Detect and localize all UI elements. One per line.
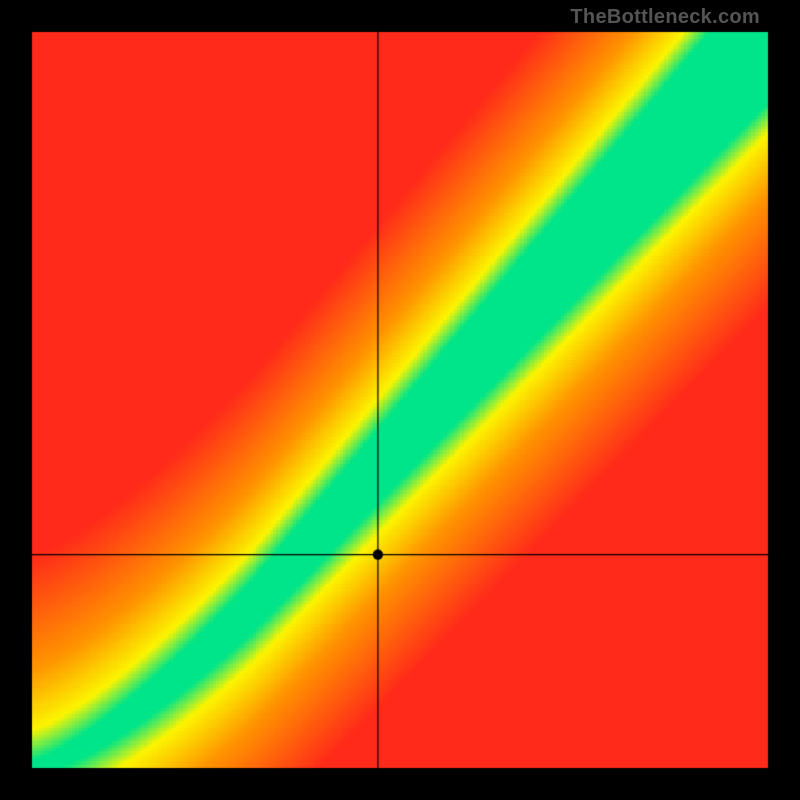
heatmap-plot — [0, 0, 800, 800]
chart-container: TheBottleneck.com — [0, 0, 800, 800]
watermark-text: TheBottleneck.com — [570, 6, 760, 29]
